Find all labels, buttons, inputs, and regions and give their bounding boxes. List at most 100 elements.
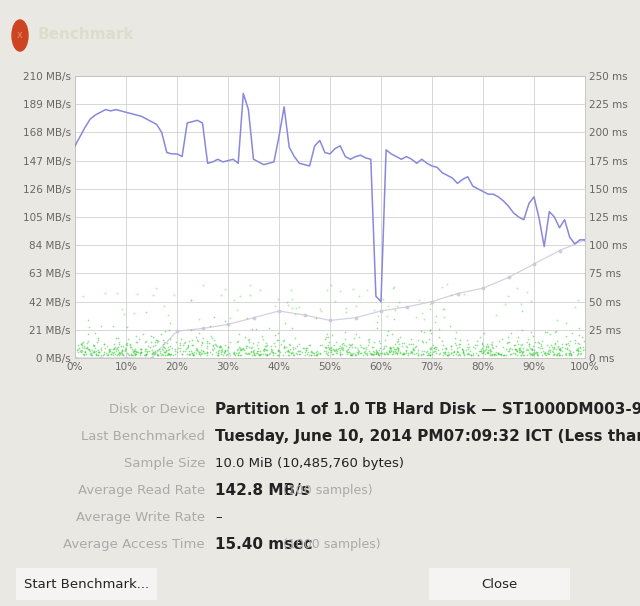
Point: [273, 294, 283, 304]
Point: [519, 350, 529, 360]
Point: [337, 344, 347, 354]
Point: [246, 346, 257, 356]
Point: [241, 348, 251, 358]
Point: [260, 350, 270, 359]
Point: [425, 350, 435, 360]
Point: [108, 350, 118, 359]
Point: [348, 284, 358, 294]
Point: [146, 338, 156, 347]
Point: [140, 344, 150, 354]
Point: [326, 345, 337, 355]
Point: [257, 350, 268, 359]
Point: [323, 347, 333, 357]
Point: [365, 348, 375, 358]
Point: [255, 350, 265, 359]
Point: [319, 342, 330, 351]
Point: [466, 350, 476, 360]
Point: [554, 344, 564, 354]
Point: [575, 346, 586, 356]
Point: [369, 347, 379, 356]
Point: [351, 344, 362, 353]
Point: [221, 350, 232, 359]
Point: [225, 350, 236, 359]
Point: [294, 346, 304, 356]
Point: [381, 350, 392, 359]
Point: [362, 350, 372, 360]
FancyBboxPatch shape: [420, 567, 578, 601]
Point: [403, 348, 413, 358]
Point: [552, 350, 562, 359]
Point: [114, 348, 124, 358]
Point: [102, 341, 113, 351]
Point: [504, 337, 514, 347]
Point: [431, 344, 442, 353]
Point: [329, 345, 339, 355]
Point: [488, 343, 498, 353]
Point: [373, 311, 383, 321]
Point: [381, 348, 391, 358]
Point: [147, 348, 157, 358]
Point: [499, 350, 509, 359]
Point: [178, 340, 188, 350]
Point: [431, 311, 441, 321]
Point: [438, 347, 449, 356]
Point: [476, 344, 486, 354]
Point: [447, 350, 458, 360]
Point: [248, 347, 258, 357]
Point: [236, 350, 246, 360]
Point: [175, 338, 185, 347]
Point: [570, 338, 580, 348]
Point: [96, 321, 106, 331]
Point: [205, 347, 216, 356]
Point: [148, 290, 158, 300]
Point: [120, 346, 130, 356]
Point: [483, 348, 493, 358]
Point: [549, 343, 559, 353]
Point: [463, 339, 474, 349]
Point: [261, 350, 271, 360]
Point: [148, 332, 158, 342]
Point: [259, 344, 269, 354]
Point: [151, 284, 161, 293]
Point: [522, 287, 532, 297]
Point: [183, 342, 193, 351]
Point: [108, 348, 118, 358]
Point: [516, 346, 526, 356]
Point: [390, 344, 401, 354]
Point: [392, 342, 403, 352]
Point: [315, 304, 325, 314]
Point: [154, 350, 164, 360]
Point: [424, 349, 434, 359]
Point: [186, 341, 196, 350]
Point: [186, 346, 196, 356]
Point: [316, 306, 326, 316]
Point: [195, 350, 205, 360]
Point: [496, 350, 506, 360]
Point: [236, 345, 246, 355]
Point: [93, 347, 104, 356]
Point: [441, 344, 451, 353]
Point: [346, 350, 356, 359]
Point: [499, 350, 509, 359]
Point: [339, 340, 349, 350]
Point: [425, 343, 435, 353]
Point: [573, 345, 583, 355]
Point: [372, 347, 382, 356]
Point: [79, 349, 90, 359]
Point: [329, 345, 339, 355]
Point: [486, 339, 497, 348]
Point: [417, 346, 427, 356]
Point: [548, 342, 559, 352]
Point: [99, 347, 109, 357]
Point: [186, 296, 196, 305]
Point: [442, 350, 452, 359]
Point: [291, 303, 301, 313]
Point: [351, 330, 361, 339]
Point: [463, 348, 474, 358]
Point: [491, 350, 501, 360]
Point: [454, 342, 464, 351]
Point: [160, 347, 170, 357]
Point: [354, 346, 364, 356]
Point: [160, 343, 170, 353]
Point: [126, 349, 136, 359]
